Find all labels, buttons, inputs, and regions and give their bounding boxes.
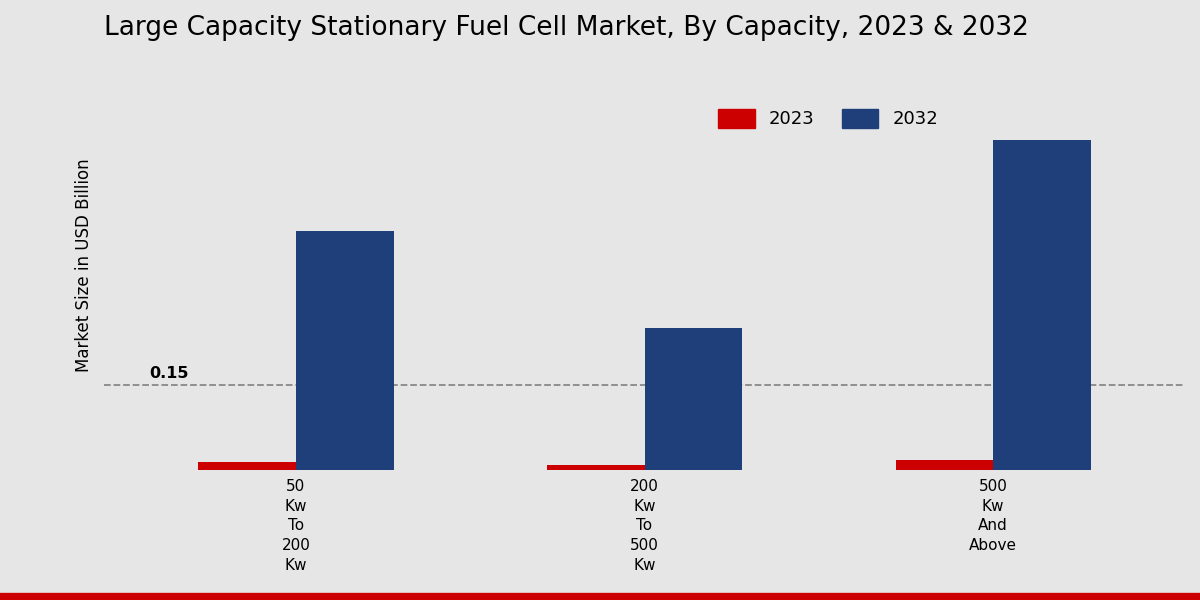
Text: Large Capacity Stationary Fuel Cell Market, By Capacity, 2023 & 2032: Large Capacity Stationary Fuel Cell Mark… xyxy=(104,15,1028,41)
Bar xyxy=(644,328,742,470)
Bar xyxy=(895,460,994,470)
Bar xyxy=(296,231,394,470)
Bar xyxy=(198,462,296,470)
Y-axis label: Market Size in USD Billion: Market Size in USD Billion xyxy=(74,158,94,372)
Bar xyxy=(994,140,1091,470)
Text: 0.15: 0.15 xyxy=(150,366,188,381)
Legend: 2023, 2032: 2023, 2032 xyxy=(712,102,946,136)
Bar xyxy=(547,465,644,470)
